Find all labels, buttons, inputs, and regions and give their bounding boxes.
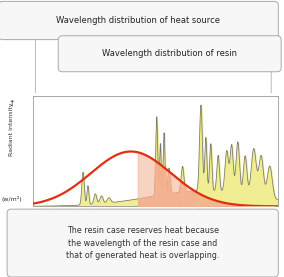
- Text: Wavelength distribution of resin: Wavelength distribution of resin: [102, 49, 237, 58]
- Text: Wavelength distribution of heat source: Wavelength distribution of heat source: [57, 16, 220, 25]
- Text: The resin case reserves heat because
the wavelength of the resin case and
that o: The resin case reserves heat because the…: [66, 226, 220, 260]
- Text: ↑: ↑: [9, 99, 15, 108]
- Text: (w/m²): (w/m²): [1, 196, 22, 202]
- Text: Radiant intensity: Radiant intensity: [9, 102, 14, 156]
- X-axis label: Wavelength (μm) →: Wavelength (μm) →: [33, 209, 101, 215]
